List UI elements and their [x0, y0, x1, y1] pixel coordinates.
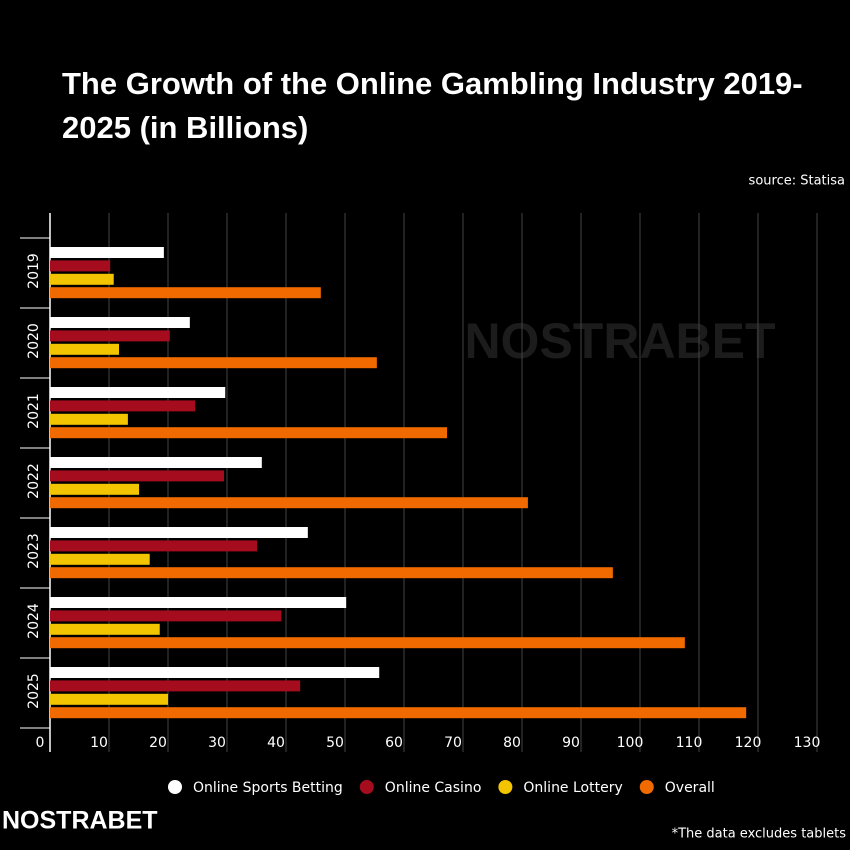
x-tick-label: 110	[676, 735, 703, 751]
bar	[50, 610, 282, 622]
x-tick-label: 130	[794, 735, 821, 751]
bar	[50, 330, 170, 342]
x-tick-label: 0	[36, 735, 45, 751]
y-tick-label: 2019	[26, 253, 42, 289]
bar	[50, 667, 380, 678]
y-tick-label: 2021	[26, 393, 42, 429]
x-tick-label: 90	[562, 735, 580, 751]
legend-label: Overall	[665, 780, 715, 796]
y-tick-label: 2020	[26, 323, 42, 359]
x-tick-label: 80	[503, 735, 521, 751]
bar	[50, 693, 168, 705]
logo: NOSTRABET	[2, 807, 158, 835]
x-tick-label: 50	[326, 735, 344, 751]
bar	[50, 287, 321, 299]
legend-label: Online Lottery	[523, 780, 622, 796]
bar	[50, 637, 685, 649]
bar	[50, 470, 225, 482]
bar	[50, 357, 377, 369]
x-tick-label: 40	[267, 735, 285, 751]
watermark: NOSTRABET	[464, 313, 775, 369]
footnote: *The data excludes tablets	[672, 827, 847, 842]
bar	[50, 400, 196, 412]
bar	[50, 273, 114, 285]
legend-marker	[359, 780, 374, 794]
bar	[50, 680, 301, 692]
bar	[50, 343, 120, 355]
bar	[50, 457, 262, 468]
chart-title: The Growth of the Online Gambling Indust…	[62, 66, 803, 145]
bar	[50, 260, 111, 272]
y-tick-label: 2023	[26, 533, 42, 569]
x-tick-label: 60	[385, 735, 403, 751]
bar	[50, 387, 226, 398]
x-tick-label: 30	[208, 735, 226, 751]
legend-label: Online Sports Betting	[193, 780, 343, 796]
legend-marker	[498, 780, 513, 794]
bar	[50, 413, 128, 425]
bar	[50, 540, 258, 552]
x-tick-label: 100	[617, 735, 644, 751]
bar	[50, 623, 160, 635]
x-tick-label: 70	[444, 735, 462, 751]
legend-marker	[639, 780, 654, 794]
y-tick-label: 2024	[26, 603, 42, 639]
legend-marker	[168, 780, 182, 794]
bar	[50, 707, 747, 719]
bar	[50, 247, 164, 258]
x-tick-label: 10	[90, 735, 108, 751]
bar	[50, 317, 190, 328]
source: source: Statisa	[749, 174, 845, 189]
bar	[50, 527, 308, 538]
legend-label: Online Casino	[385, 780, 482, 796]
bar	[50, 597, 347, 608]
bar	[50, 553, 150, 565]
x-tick-label: 120	[735, 735, 762, 751]
y-tick-label: 2025	[26, 673, 42, 709]
bar	[50, 567, 613, 579]
y-tick-label: 2022	[26, 463, 42, 499]
bar	[50, 427, 448, 439]
x-tick-label: 20	[149, 735, 167, 751]
bar	[50, 483, 140, 495]
bar	[50, 497, 528, 509]
